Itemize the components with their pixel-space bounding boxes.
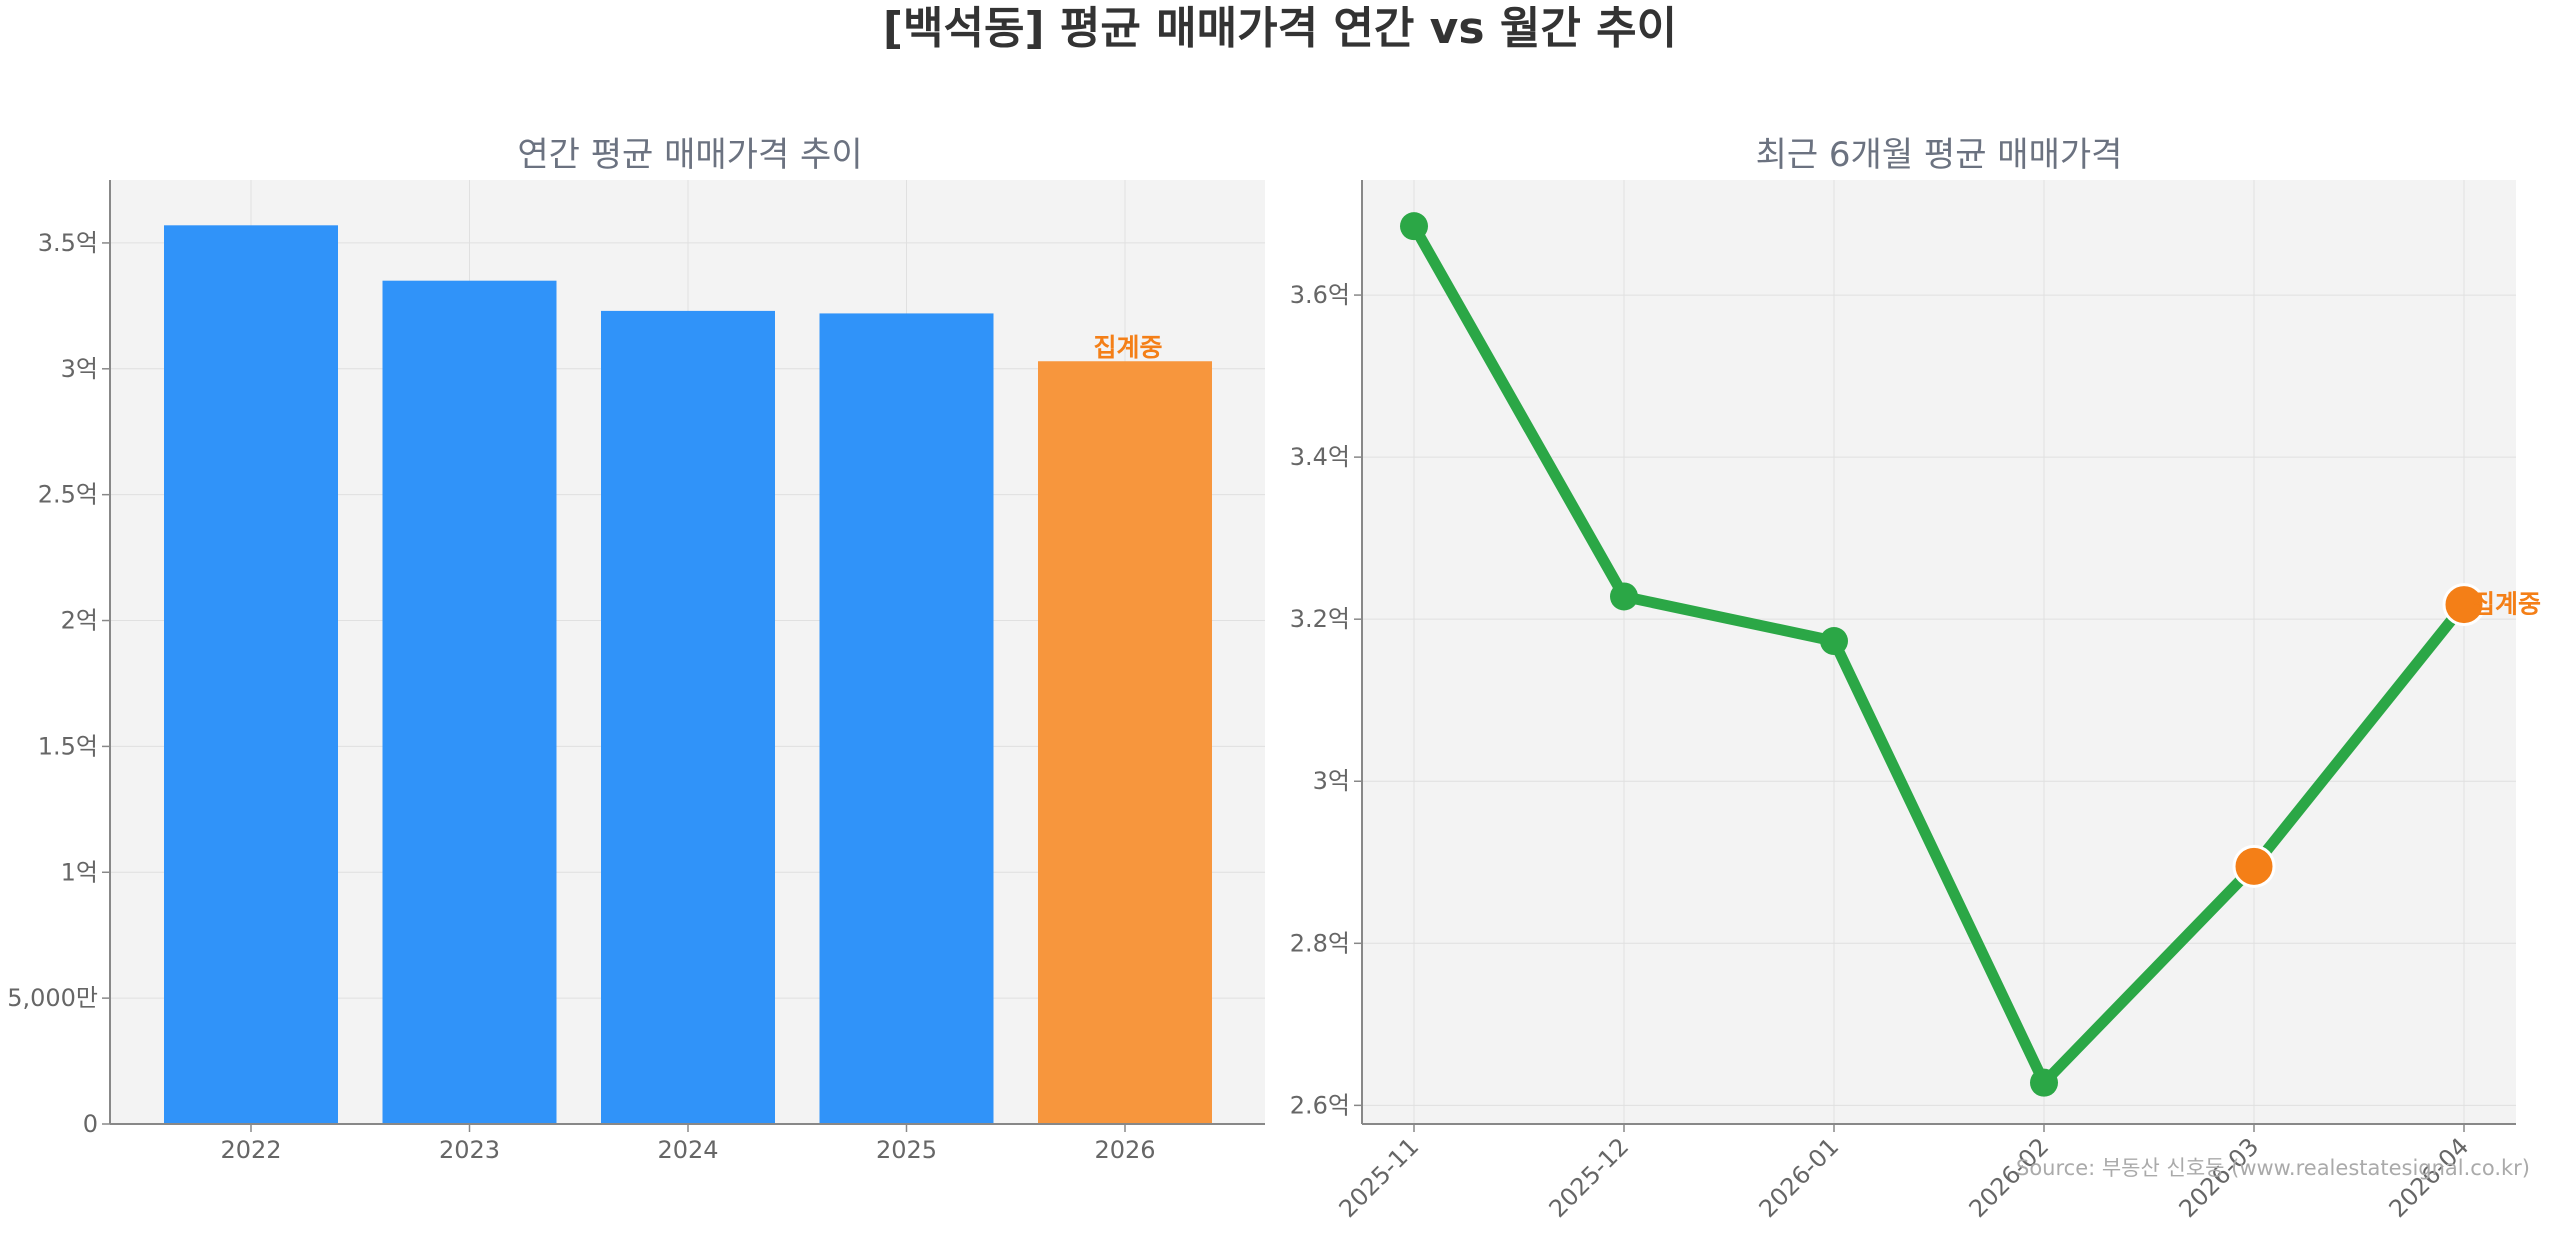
annual-bar-2022 [164,225,338,1124]
annual-x-tick-label: 2026 [1094,1136,1155,1164]
annual-bar-2025 [819,313,994,1124]
annual-annotation-in-progress: 집계중 [1093,333,1162,362]
monthly-annotation-in-progress: 집계중 [2472,590,2541,619]
annual-bar-chart: 연간 평균 매매가격 추이 0 5,000만 1억 1.5억 2억 2.5억 3억 3.5억 2… [7,135,1265,1164]
annual-x-tick-label: 2025 [876,1136,937,1164]
monthly-series-line [1408,220,2470,1089]
annual-y-tick-label: 3.5억 [38,229,98,257]
monthly-x-tick-label: 2026-01 [1754,1132,1845,1223]
monthly-point-2026-03 [2232,844,2276,888]
annual-y-tick-label: 3억 [61,355,98,383]
monthly-chart-title: 최근 6개월 평균 매매가격 [1756,135,2123,175]
monthly-y-tick-label: 3.6억 [1290,281,1350,309]
annual-y-tick-label: 2.5억 [38,481,98,509]
annual-x-tick-label: 2023 [439,1136,500,1164]
annual-y-tick-label: 5,000만 [7,984,98,1012]
source-note: Source: 부동산 신호등 (www.realestatesignal.co… [2016,1156,2530,1180]
annual-bar-2023 [382,280,557,1124]
monthly-point-2025-11 [1400,212,1428,241]
annual-bar-2026 [1038,361,1212,1124]
monthly-line-chart: 최근 6개월 평균 매매가격 2.6억 2.8억 3억 3.2억 3.4억 3.6억 202… [1290,135,2541,1223]
annual-y-tick-label: 1억 [61,858,98,886]
monthly-plot-area [1362,180,2516,1124]
annual-y-tick-label: 2억 [61,607,98,635]
monthly-x-tick-label: 2025-12 [1544,1132,1635,1223]
annual-y-tick-label: 1.5억 [38,732,98,760]
annual-y-tick-label: 0 [83,1110,98,1138]
annual-x-tick-label: 2024 [657,1136,718,1164]
monthly-point-2025-12 [1610,582,1638,611]
monthly-point-2026-04 [2442,583,2486,627]
monthly-y-tick-label: 3.4억 [1290,443,1350,471]
monthly-y-tick-label: 2.8억 [1290,929,1350,957]
annual-bar-2024 [601,310,775,1124]
monthly-y-tick-label: 3억 [1313,767,1350,795]
annual-x-tick-label: 2022 [220,1136,281,1164]
annual-chart-title: 연간 평균 매매가격 추이 [517,135,862,175]
monthly-y-tick-label: 3.2억 [1290,605,1350,633]
monthly-point-2026-02 [2030,1068,2058,1097]
figure-title: [백석동] 평균 매매가격 연간 vs 월간 추이 [883,3,1677,54]
monthly-point-2026-01 [1820,627,1848,656]
monthly-y-tick-label: 2.6억 [1290,1091,1350,1119]
monthly-x-tick-label: 2025-11 [1334,1132,1425,1223]
